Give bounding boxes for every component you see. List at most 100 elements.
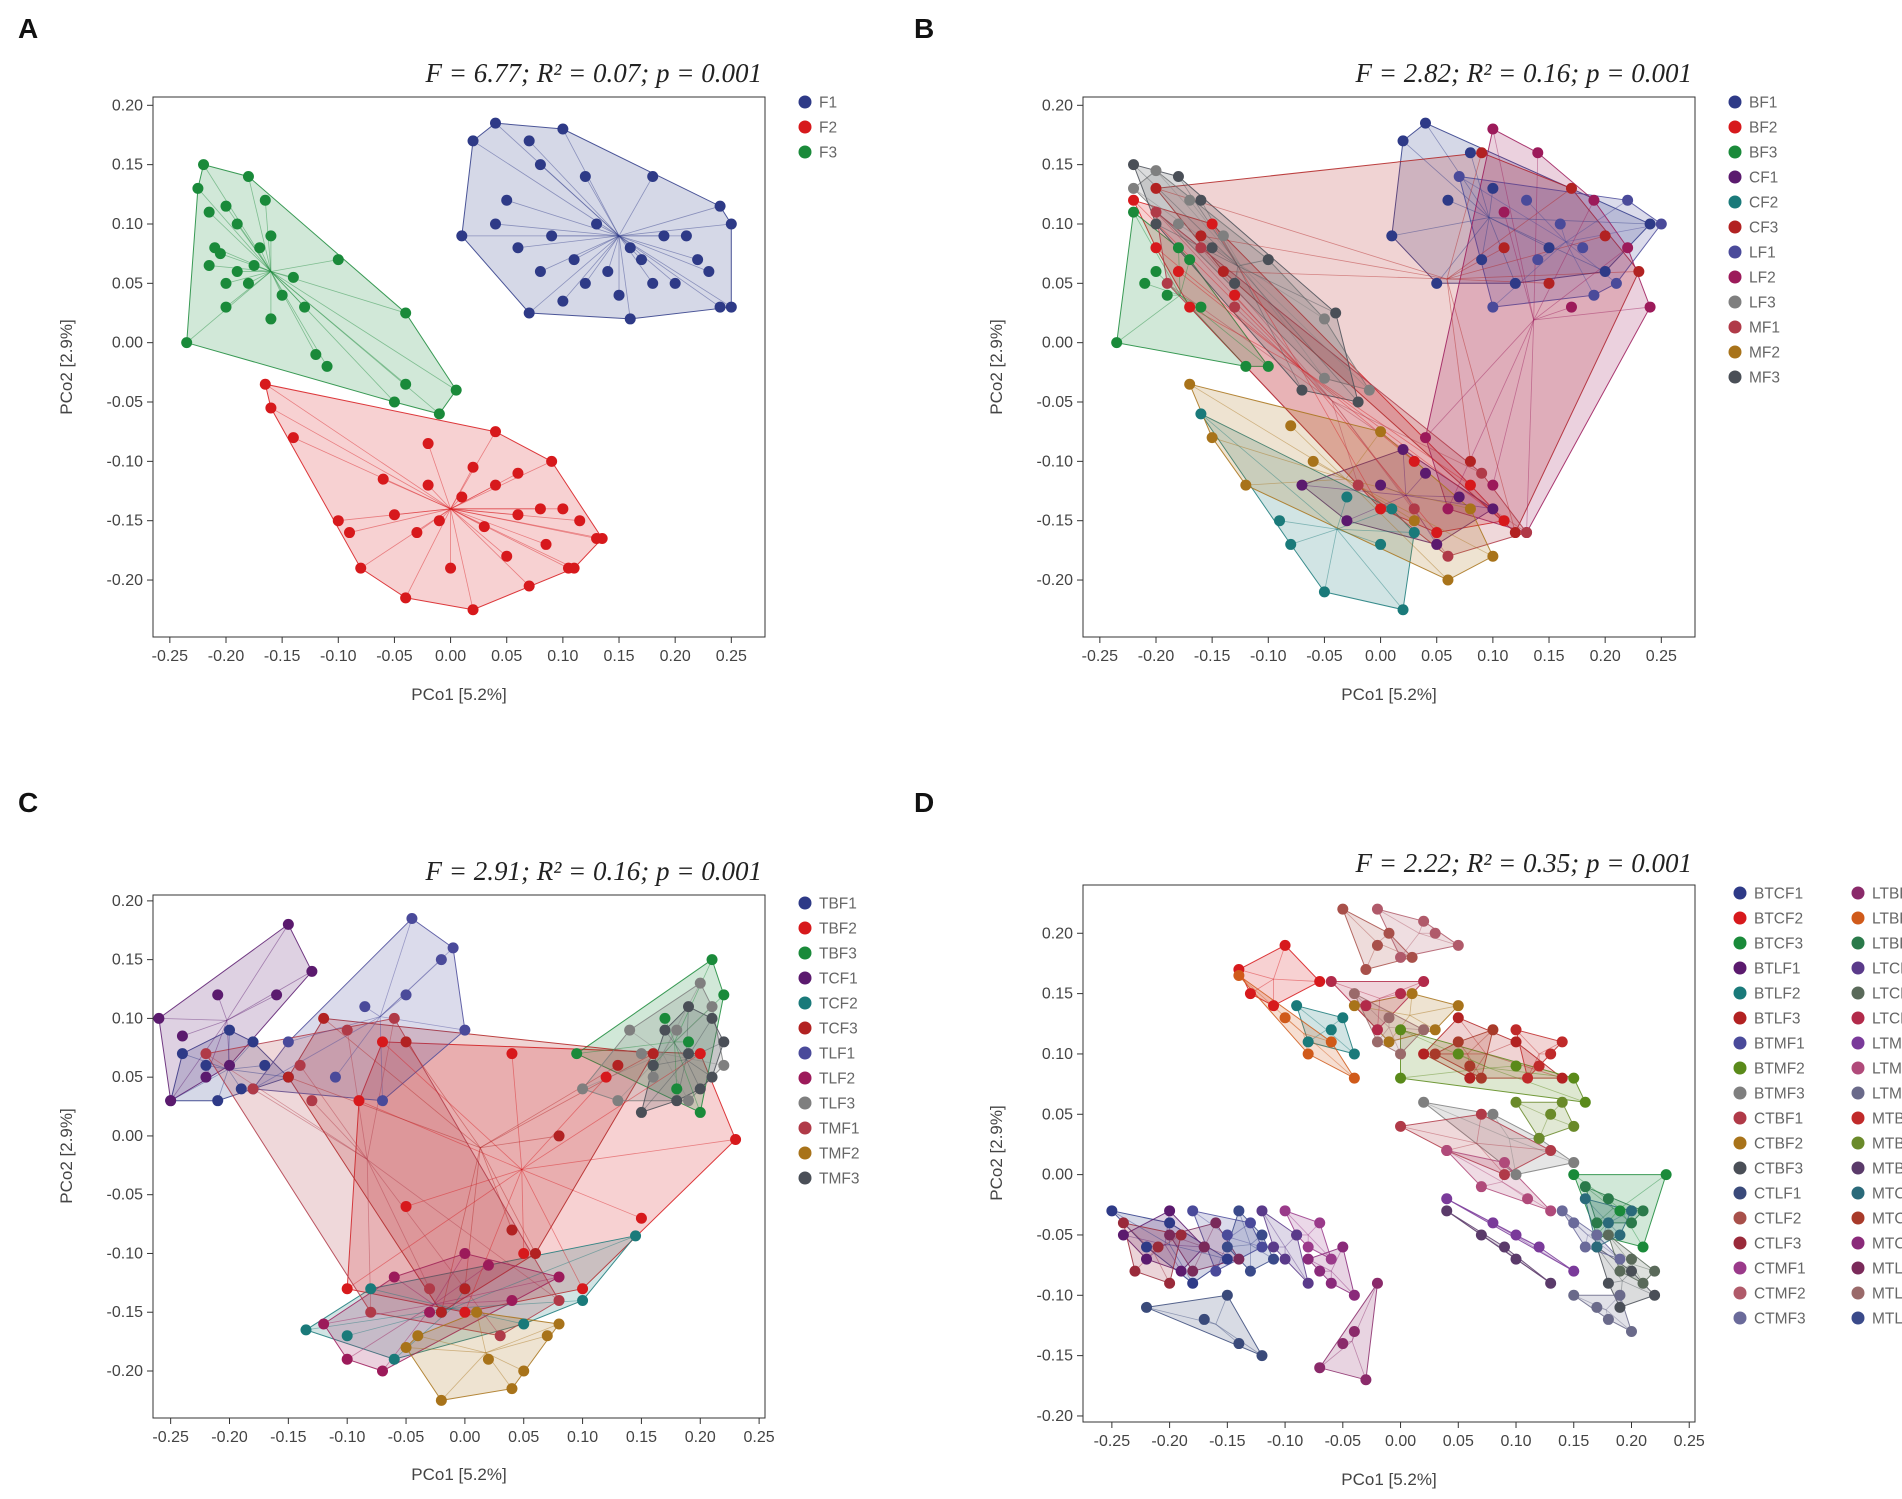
spider-line [1418,932,1459,946]
x-tick-label: -0.10 [320,648,357,665]
point-tbf1 [212,1095,224,1107]
point-ctmf3 [1579,1241,1591,1253]
spider-line [1488,217,1550,249]
spider-line [416,508,451,533]
point-btmf1 [1244,1217,1256,1229]
point-tmf3 [647,1059,659,1071]
point-ctlf3 [1175,1229,1187,1241]
spider-line [203,164,272,272]
point-tlf1 [406,913,418,925]
spider-line [476,1312,487,1353]
point-tlf3 [612,1095,624,1107]
point-cf3 [1476,147,1488,159]
x-tick-label: -0.05 [388,1429,425,1446]
point-ltbf2 [1348,1072,1360,1084]
spider-line [236,223,272,272]
point-mtbf3 [1510,1253,1522,1265]
legend-item: TMF2 [798,1146,859,1163]
spider-line [1446,278,1516,533]
point-ctlf2 [1371,939,1383,951]
spider-line [270,271,395,403]
spider-line [1234,306,1333,401]
point-btmf3 [1510,1169,1522,1181]
point-f3 [220,200,232,212]
y-tick-label: 0.15 [1042,986,1073,1003]
point-btcf1 [1187,1277,1199,1289]
point-f1 [534,265,546,277]
spider-line [366,1159,501,1336]
point-btcf2 [1244,988,1256,1000]
point-bf1 [1386,230,1398,242]
point-f1 [624,242,636,254]
legend-marker [798,95,812,109]
spider-line [270,271,440,415]
point-cf3 [1565,182,1577,194]
legend-item: BTMF2 [1733,1061,1805,1078]
spider-line [1565,241,1617,284]
point-tmf1 [294,1059,306,1071]
point-cf1 [1397,443,1409,455]
legend-marker [798,1071,812,1085]
spider-line [433,1300,512,1305]
legend-item: CF3 [1728,220,1778,237]
point-f2 [377,473,389,485]
spider-line [1481,217,1490,260]
spider-line [1565,199,1628,243]
point-tcf3 [400,1036,412,1048]
point-f3 [242,171,254,183]
spider-line [270,407,451,510]
x-axis-label: PCo1 [5.2%] [411,685,506,704]
point-tcf1 [153,1012,165,1024]
spider-line [1336,528,1381,545]
point-tmf2 [400,1341,412,1353]
spider-line [1296,1005,1327,1031]
spider-line [618,235,732,308]
point-f3 [299,301,311,313]
point-ctlf2 [1360,963,1372,975]
point-f1 [703,265,715,277]
spider-line [197,188,272,272]
legend-label: LTCF3 [1872,1011,1902,1028]
point-bf2 [1184,301,1196,313]
legend-item: TLF3 [798,1096,855,1113]
legend-label: CTMF2 [1754,1286,1806,1303]
spider-line [299,1065,368,1160]
x-tick-label: -0.10 [1250,648,1287,665]
legend-item: CTLF1 [1733,1186,1801,1203]
legend-marker [1733,1186,1747,1200]
legend-item: CF2 [1728,195,1778,212]
point-tmf1 [494,1330,506,1342]
point-ltmf1 [1510,1229,1522,1241]
point-f2 [540,538,552,550]
spider-line [1605,1309,1632,1332]
legend-item: LTBF3 [1851,936,1902,953]
x-tick-label: -0.15 [1209,1433,1246,1450]
point-f1 [489,117,501,129]
point-ctbf1 [1545,1144,1557,1156]
point-btmf1 [1210,1265,1222,1277]
point-tcf3 [647,1048,659,1060]
spider-line [270,271,457,391]
spider-line [1485,1053,1563,1079]
x-tick-label: -0.05 [1325,1433,1362,1450]
point-tcf2 [341,1330,353,1342]
point-tcf3 [530,1247,541,1259]
point-tlf3 [694,977,706,989]
spider-line [1446,235,1606,280]
spider-line [226,971,313,1021]
spider-line [495,122,620,237]
legend-label: CF1 [1749,170,1778,187]
spider-line [225,205,272,272]
point-tlf3 [718,1059,730,1071]
legend-marker [1851,1111,1865,1125]
legend-label: MTBF3 [1872,1161,1902,1178]
point-ctlf2 [1383,927,1395,939]
spider-line [479,1053,654,1149]
point-tmf2 [435,1394,447,1406]
point-f3 [450,384,462,396]
point-f2 [433,515,445,527]
point-btcf1 [1221,1253,1233,1265]
point-cf3 [1599,230,1611,242]
spider-line [182,1019,228,1037]
point-f1 [624,313,636,325]
